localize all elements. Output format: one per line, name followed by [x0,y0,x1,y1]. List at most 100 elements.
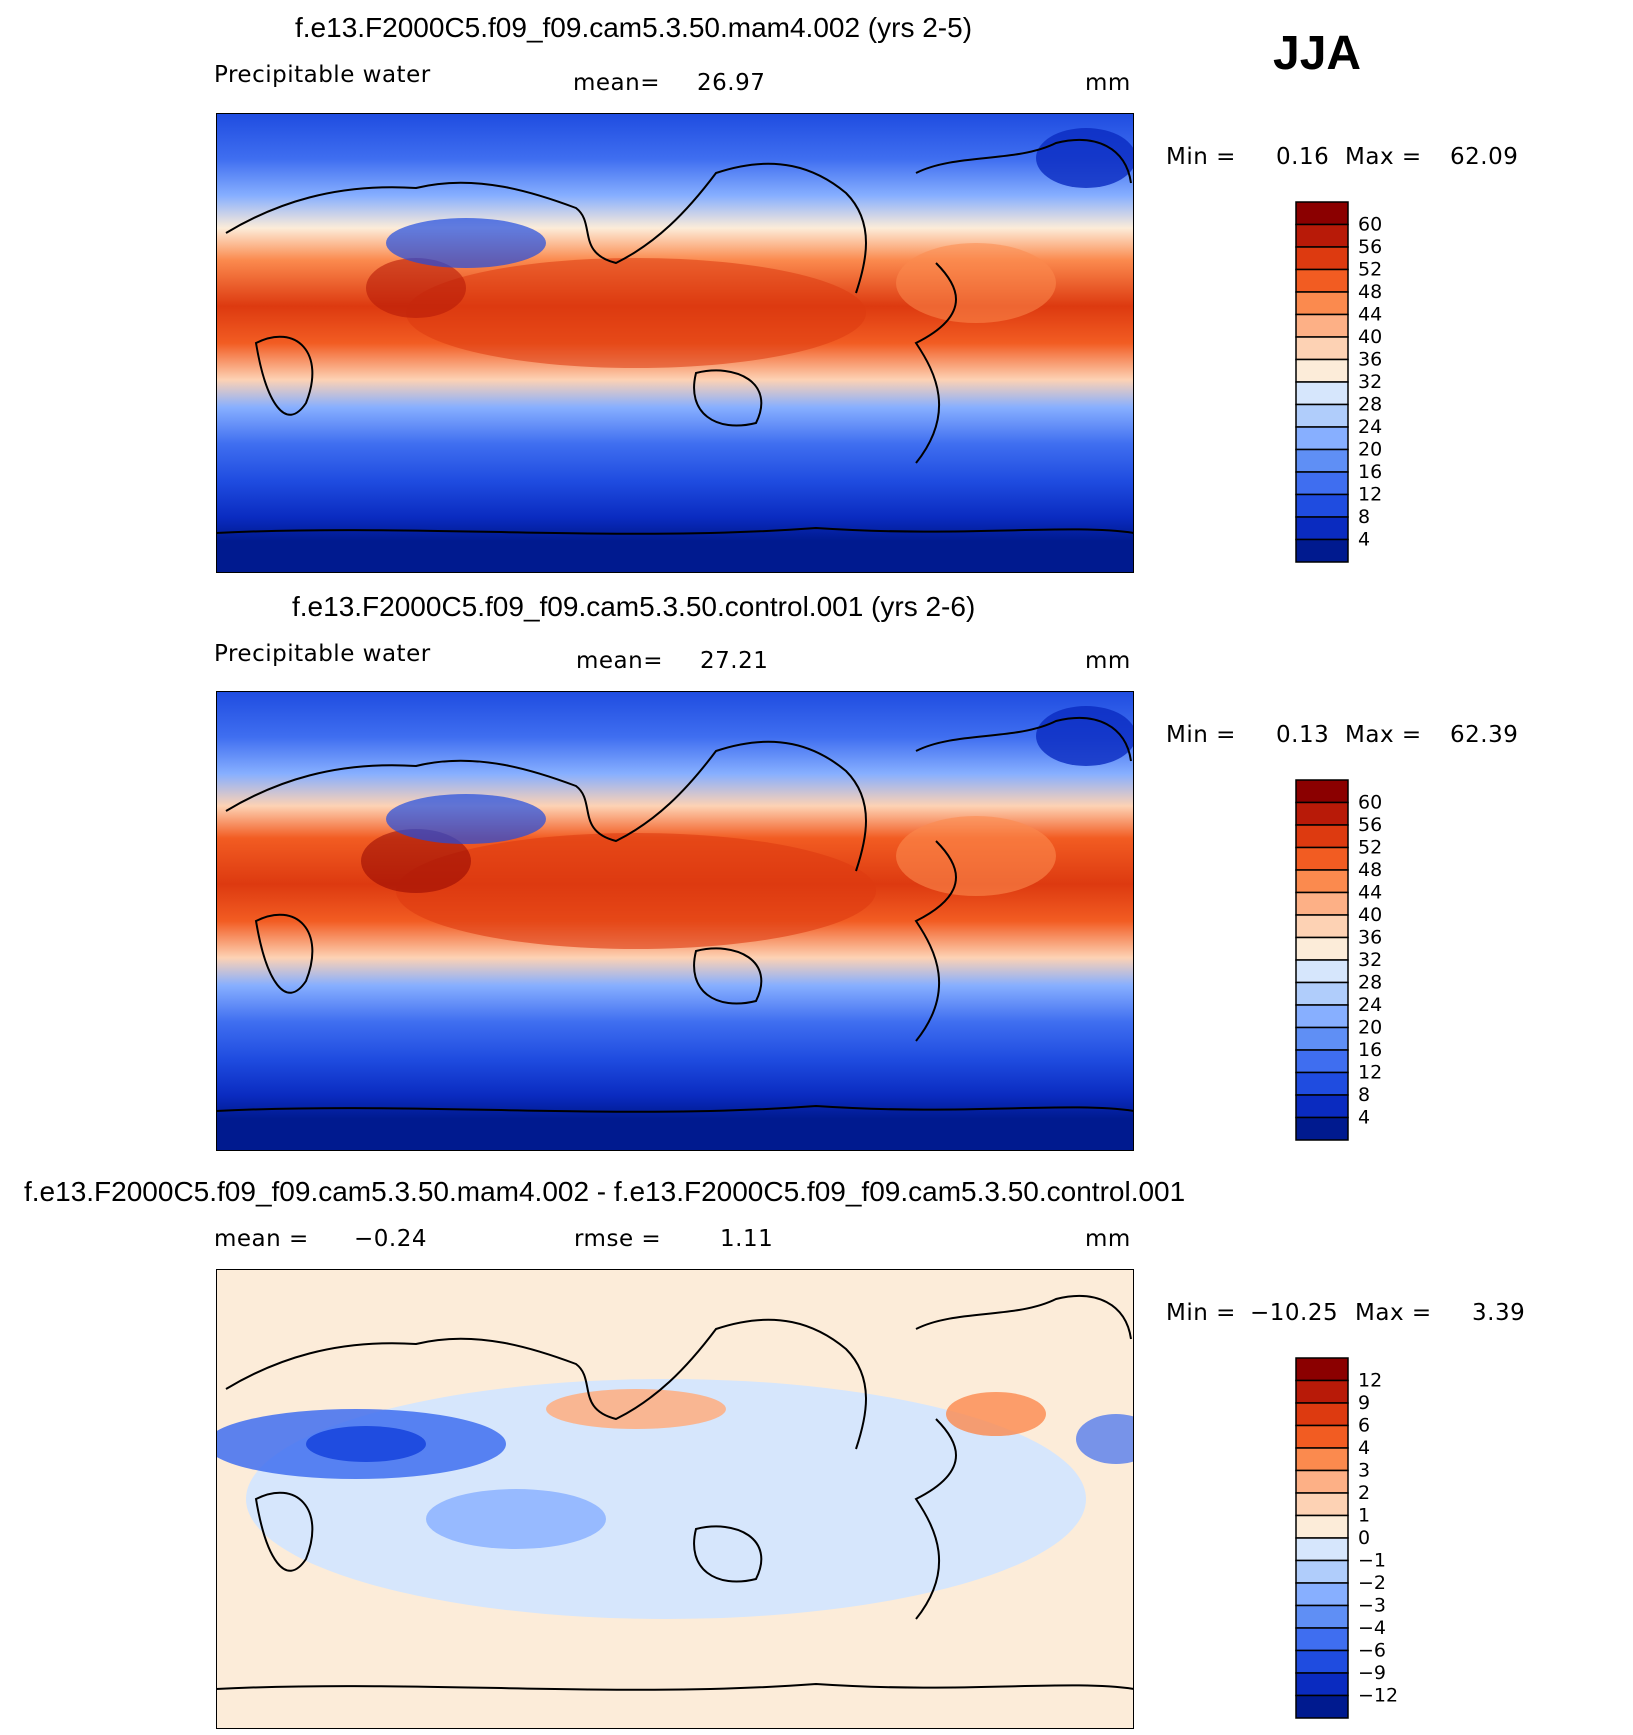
panel-1-map [216,113,1134,573]
colorbar-label: 52 [1358,259,1382,281]
colorbar-swatch [1295,538,1349,563]
panel-1-warm-pool [406,258,866,368]
colorbar-swatch [1295,291,1349,316]
panel-2-greenland-dry [1036,706,1134,766]
panel-1-max-value: 62.09 [1450,144,1519,170]
colorbar-swatch [1295,869,1349,894]
panel-3-coastline [216,1294,1134,1691]
colorbar-label: 56 [1358,236,1382,258]
panel-1-india-max [366,258,466,318]
colorbar-label: 48 [1358,281,1382,303]
colorbar-label: 4 [1358,529,1370,551]
colorbar-label: 40 [1358,326,1382,348]
colorbar-swatch [1295,381,1349,406]
colorbar-swatch [1295,936,1349,961]
panel-2-americas-warm [896,816,1056,896]
colorbar-swatch [1295,358,1349,383]
colorbar-swatch [1295,1447,1349,1472]
colorbar-label: −4 [1358,1617,1386,1639]
panel-2-mean-label: mean= [576,648,663,674]
panel-3-mean-value: −0.24 [354,1226,427,1252]
colorbar-swatch [1295,914,1349,939]
colorbar-label: 32 [1358,949,1382,971]
colorbar-swatch [1295,1116,1349,1141]
panel-2-min-label: Min = [1166,722,1236,748]
panel-1-tibet-dry [386,218,546,268]
colorbar-swatch [1295,1049,1349,1074]
colorbar-label: 1 [1358,1505,1370,1527]
colorbar-swatch [1295,1537,1349,1562]
panel-3-map [216,1269,1134,1729]
colorbar-swatch [1295,201,1349,226]
colorbar-swatch [1295,268,1349,293]
colorbar-label: 48 [1358,859,1382,881]
panel-2-mean-value: 27.21 [700,648,769,674]
panel-2-map [216,691,1134,1151]
panel-1-title: f.e13.F2000C5.f09_f09.cam5.3.50.mam4.002… [295,12,973,43]
colorbar-label: 44 [1358,882,1382,904]
colorbar-label: 8 [1358,1084,1370,1106]
colorbar-swatch [1295,824,1349,849]
panel-2-coastline [216,716,1134,1113]
colorbar-swatch [1295,1627,1349,1652]
colorbar-swatch [1295,1649,1349,1674]
colorbar-label: 3 [1358,1460,1370,1482]
colorbar-label: 4 [1358,1107,1370,1129]
colorbar-swatch [1295,1469,1349,1494]
colorbar-swatch [1295,1094,1349,1119]
colorbar-label: 6 [1358,1415,1370,1437]
colorbar-swatch [1295,1492,1349,1517]
colorbar-label: 56 [1358,814,1382,836]
colorbar-label: 4 [1358,1437,1370,1459]
panel-2-tibet-dry [386,794,546,844]
colorbar-label: 28 [1358,972,1382,994]
colorbar-label: 8 [1358,506,1370,528]
colorbar-label: 52 [1358,837,1382,859]
panel-3-mean-label: mean = [214,1226,309,1252]
colorbar-label: −2 [1358,1572,1386,1594]
panel-3-rmse-label: rmse = [574,1226,662,1252]
colorbar-label: 9 [1358,1392,1370,1414]
panel-1-units: mm [1085,70,1131,96]
colorbar-swatch [1295,779,1349,804]
panel-1-max-label: Max = [1345,144,1422,170]
colorbar-label: 0 [1358,1527,1370,1549]
colorbar-swatch [1295,1672,1349,1697]
panel-3-rmse-value: 1.11 [720,1226,774,1252]
colorbar-swatch [1295,1004,1349,1029]
colorbar-swatch [1295,846,1349,871]
panel-1-greenland-dry [1036,128,1134,188]
colorbar-swatch [1295,223,1349,248]
colorbar-swatch [1295,493,1349,518]
colorbar-label: −3 [1358,1595,1386,1617]
colorbar-label: 44 [1358,304,1382,326]
colorbar-label: 24 [1358,994,1382,1016]
panel-2-max-value: 62.39 [1450,722,1519,748]
colorbar-label: 12 [1358,1370,1382,1392]
panel-3-seasia-neg [426,1489,606,1549]
colorbar-label: −9 [1358,1662,1386,1684]
panel-3-atlantic-pos [946,1392,1046,1436]
season-label: JJA [1273,27,1362,80]
colorbar-swatch [1295,1026,1349,1051]
colorbar-label: 60 [1358,214,1382,236]
colorbar-label: −6 [1358,1640,1386,1662]
colorbar-swatch [1295,336,1349,361]
colorbar-label: 36 [1358,927,1382,949]
colorbar-swatch [1295,1559,1349,1584]
colorbar-label: 16 [1358,1039,1382,1061]
panel-3-eastatl-neg [1076,1414,1134,1464]
panel-2-min-value: 0.13 [1276,722,1330,748]
panel-1-coastline [216,138,1134,535]
colorbar-label: 28 [1358,394,1382,416]
panel-2-variable: Precipitable water [214,641,431,667]
panel-1-min-value: 0.16 [1276,144,1330,170]
colorbar-label: 20 [1358,439,1382,461]
colorbar-swatch [1295,516,1349,541]
colorbar-swatch [1295,246,1349,271]
colorbar-swatch [1295,1379,1349,1404]
panel-3-min-value: −10.25 [1250,1300,1339,1326]
